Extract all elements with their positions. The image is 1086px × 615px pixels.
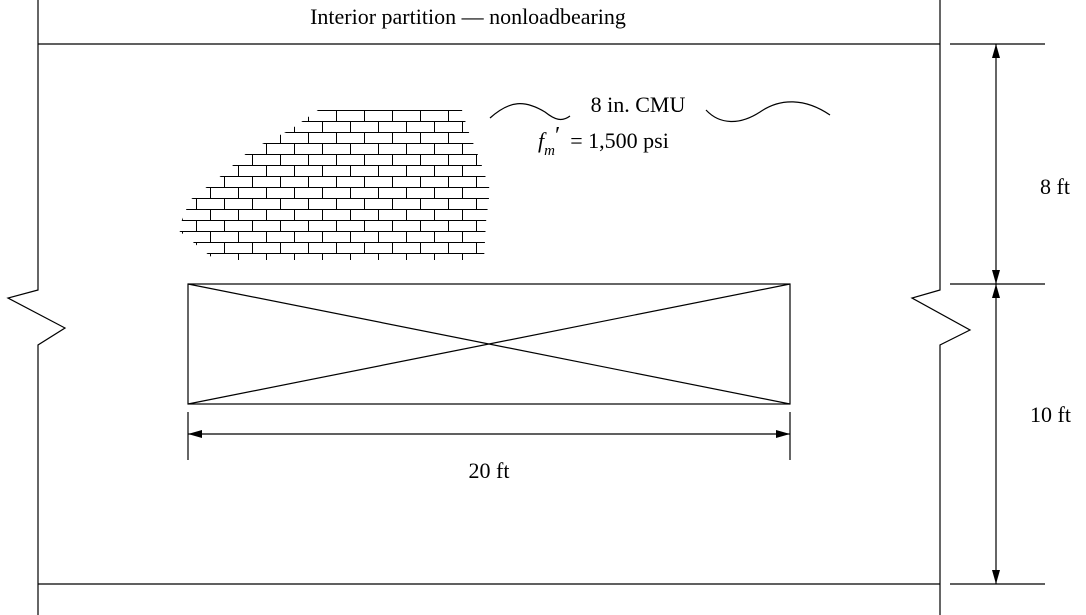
opening-width-label: 20 ft	[469, 458, 510, 483]
title: Interior partition — nonloadbearing	[310, 4, 626, 29]
strength-label: fm′ = 1,500 psi	[538, 123, 669, 159]
material-label: 8 in. CMU	[591, 92, 686, 117]
wave	[489, 103, 571, 121]
opening-diagonal	[187, 283, 791, 405]
left-wall-break	[6, 0, 67, 615]
strength-value: = 1,500 psi	[570, 128, 669, 153]
wave	[705, 101, 831, 123]
strength-prime: ′	[555, 123, 560, 149]
strength-symbol: f	[538, 128, 547, 153]
right-wall-break	[910, 0, 972, 615]
cmu-hatch	[178, 110, 490, 260]
upper-height-label: 8 ft	[1040, 174, 1070, 199]
strength-subscript: m	[544, 143, 555, 159]
opening	[187, 283, 791, 405]
lower-height-label: 10 ft	[1030, 402, 1071, 427]
